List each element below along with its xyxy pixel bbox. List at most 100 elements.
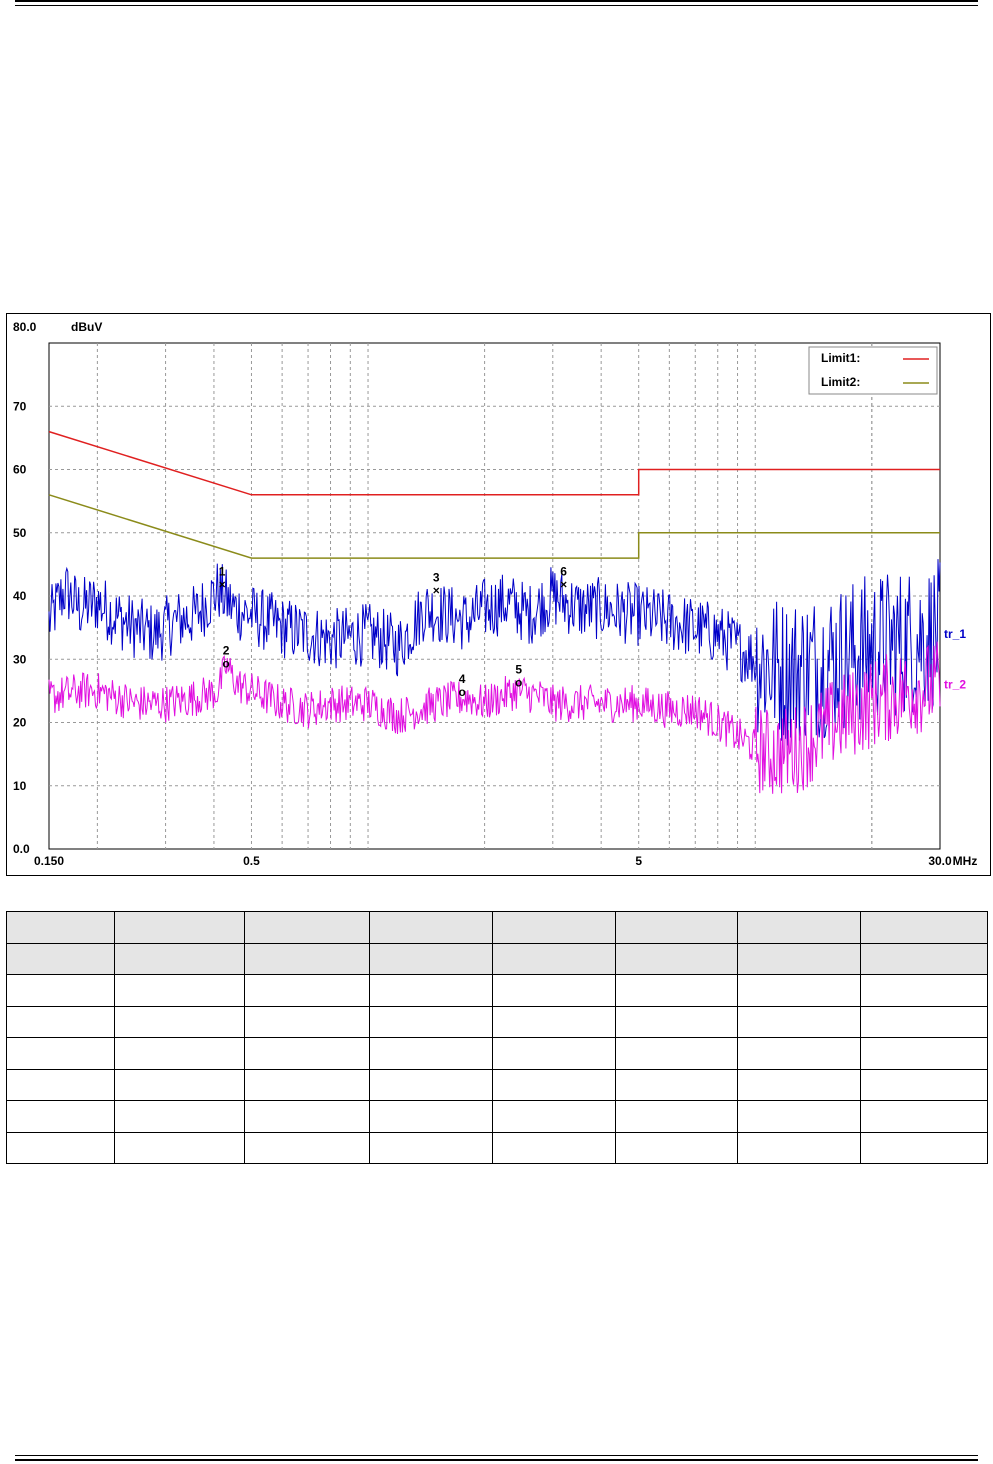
table-cell [6,942,115,975]
table-cell [737,1100,861,1133]
table-cell [6,1037,115,1070]
x-tick-label: 5 [635,854,642,868]
table-cell [244,974,370,1007]
series-label: tr_2 [944,678,966,692]
table-row [6,942,988,975]
table-cell [615,1131,738,1164]
y-tick-label: 60 [13,463,27,477]
table-cell [860,942,988,975]
table-row [6,1131,988,1164]
y-tick-label: 0.0 [13,842,30,856]
x-axis-unit: MHz [953,854,978,868]
marker-number: 5 [515,662,522,676]
table-cell [6,1005,115,1038]
limit-line [48,430,940,496]
table-cell [244,1005,370,1038]
table-row [6,911,988,944]
table-cell [244,1100,370,1133]
y-tick-label: 30 [13,652,27,666]
series-line-tr_1 [48,559,941,746]
table-cell [6,1068,115,1101]
table-cell [369,1131,493,1164]
table-cell [114,1131,245,1164]
table-row [6,1068,988,1101]
marker-number: 1 [219,564,226,578]
table-cell [114,1100,245,1133]
table-cell [369,942,493,975]
emission-chart-panel: 80.0 70 60 50 40 30 20 10 0.0 dBuV 0.150 0.5 5 30.0 MH… [6,313,991,876]
table-cell [6,974,115,1007]
table-cell [369,1100,493,1133]
table-cell [492,942,616,975]
y-tick-label: 50 [13,526,27,540]
limit-line [48,494,940,559]
y-tick-label: 10 [13,779,27,793]
table-cell [860,1100,988,1133]
marker-number: 4 [459,672,466,686]
table-cell [244,942,370,975]
table-cell [737,942,861,975]
emission-chart: 80.0 70 60 50 40 30 20 10 0.0 dBuV 0.150 0.5 5 30.0 MH… [13,320,978,868]
legend-label: Limit2: [821,375,860,389]
table-cell [114,1005,245,1038]
marker-symbol: o [222,656,229,670]
table-cell [492,1068,616,1101]
marker-number: 2 [223,643,230,657]
table-cell [492,1037,616,1070]
table-cell [737,1131,861,1164]
y-axis-unit: dBuV [71,320,102,334]
table-cell [737,1005,861,1038]
marker-symbol: × [560,577,567,591]
table-cell [860,974,988,1007]
table-cell [737,974,861,1007]
measurement-results-table [6,911,988,1164]
marker-symbol: × [433,584,440,598]
table-cell [615,1068,738,1101]
header-rule [15,0,978,6]
table-cell [860,911,988,944]
legend-box [808,346,938,395]
table-cell [6,1131,115,1164]
table-cell [114,1068,245,1101]
table-cell [492,911,616,944]
table-cell [860,1068,988,1101]
table-cell [615,911,738,944]
table-cell [615,974,738,1007]
table-cell [369,974,493,1007]
table-cell [615,1005,738,1038]
table-cell [369,1068,493,1101]
series-label: tr_1 [944,627,966,641]
table-cell [114,911,245,944]
table-cell [860,1005,988,1038]
marker-symbol: o [458,685,465,699]
table-cell [737,911,861,944]
table-cell [737,1037,861,1070]
table-cell [114,1037,245,1070]
legend-label: Limit1: [821,351,860,365]
y-tick-label: 20 [13,716,27,730]
table-cell [114,974,245,1007]
table-cell [244,911,370,944]
table-cell [6,1100,115,1133]
table-cell [369,1037,493,1070]
table-cell [615,1037,738,1070]
table-cell [492,1100,616,1133]
marker-symbol: × [219,577,226,591]
table-row [6,1005,988,1038]
table-cell [860,1131,988,1164]
x-tick-label: 0.150 [34,854,64,868]
marker-symbol: o [515,675,522,689]
table-cell [492,1005,616,1038]
marker-number: 6 [560,564,567,578]
table-cell [615,942,738,975]
x-tick-label: 30.0 [928,854,952,868]
table-row [6,1100,988,1133]
table-cell [492,974,616,1007]
series-line-tr_2 [48,641,941,794]
y-tick-label: 40 [13,589,27,603]
marker-number: 3 [433,571,440,585]
table-cell [369,911,493,944]
y-tick-label: 80.0 [13,320,37,334]
table-row [6,974,988,1007]
table-row [6,1037,988,1070]
